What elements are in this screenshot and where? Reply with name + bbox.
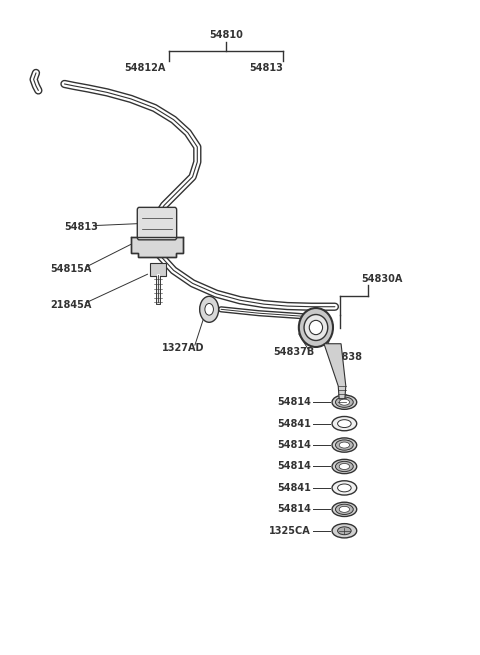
FancyBboxPatch shape xyxy=(137,208,177,240)
Ellipse shape xyxy=(332,417,357,431)
Text: 54838: 54838 xyxy=(328,352,362,362)
Ellipse shape xyxy=(339,506,349,512)
Ellipse shape xyxy=(299,308,333,347)
Ellipse shape xyxy=(339,442,349,448)
Text: 54813: 54813 xyxy=(249,63,283,73)
Text: 54841: 54841 xyxy=(277,483,311,493)
Text: 1327AD: 1327AD xyxy=(162,343,204,353)
Ellipse shape xyxy=(336,461,353,472)
Ellipse shape xyxy=(332,438,357,452)
Text: 54812A: 54812A xyxy=(124,63,166,73)
Text: 54830A: 54830A xyxy=(361,274,402,284)
Ellipse shape xyxy=(336,397,353,407)
Circle shape xyxy=(200,296,219,322)
Text: 54813: 54813 xyxy=(64,222,98,232)
Ellipse shape xyxy=(337,527,351,534)
Ellipse shape xyxy=(337,484,351,492)
Ellipse shape xyxy=(332,459,357,474)
Polygon shape xyxy=(324,344,346,399)
Ellipse shape xyxy=(339,399,349,405)
Ellipse shape xyxy=(332,502,357,517)
Text: 54841: 54841 xyxy=(277,419,311,428)
Text: 54810: 54810 xyxy=(209,30,243,40)
Text: 1325CA: 1325CA xyxy=(269,526,311,536)
Ellipse shape xyxy=(332,395,357,409)
Ellipse shape xyxy=(332,481,357,495)
Text: 54814: 54814 xyxy=(277,462,311,472)
Text: 21845A: 21845A xyxy=(50,300,92,310)
Text: 54837B: 54837B xyxy=(273,347,314,357)
Text: 54814: 54814 xyxy=(277,440,311,450)
Ellipse shape xyxy=(337,420,351,428)
Text: 54815A: 54815A xyxy=(50,264,92,274)
Ellipse shape xyxy=(336,504,353,514)
Text: 54814: 54814 xyxy=(277,504,311,514)
Ellipse shape xyxy=(332,523,357,538)
Text: 54814: 54814 xyxy=(277,397,311,407)
Circle shape xyxy=(205,303,214,315)
Ellipse shape xyxy=(336,440,353,450)
Ellipse shape xyxy=(304,314,328,341)
FancyBboxPatch shape xyxy=(150,263,166,276)
Polygon shape xyxy=(131,236,183,257)
Ellipse shape xyxy=(309,320,323,335)
Ellipse shape xyxy=(339,464,349,470)
